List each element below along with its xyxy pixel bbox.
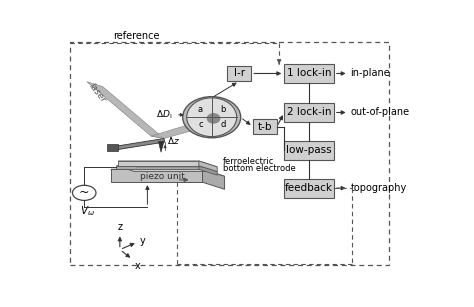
- Text: b: b: [220, 105, 226, 114]
- Polygon shape: [110, 169, 225, 176]
- Bar: [70, 41, 389, 265]
- Polygon shape: [112, 138, 164, 150]
- Polygon shape: [202, 169, 225, 189]
- Text: laser: laser: [88, 82, 108, 105]
- Text: 1 lock-in: 1 lock-in: [287, 68, 331, 79]
- Text: out-of-plane: out-of-plane: [350, 107, 410, 118]
- Text: ferroelectric: ferroelectric: [223, 157, 274, 166]
- Polygon shape: [199, 166, 217, 175]
- Bar: [284, 103, 334, 122]
- Polygon shape: [158, 142, 164, 152]
- Text: topography: topography: [350, 183, 407, 193]
- Text: a: a: [198, 105, 203, 114]
- Text: x: x: [135, 261, 140, 271]
- Text: y: y: [140, 235, 146, 246]
- Ellipse shape: [207, 113, 220, 124]
- Text: z: z: [118, 222, 122, 231]
- Ellipse shape: [182, 97, 241, 138]
- Circle shape: [73, 185, 96, 200]
- Text: l-r: l-r: [234, 68, 245, 79]
- Text: reference: reference: [113, 31, 160, 41]
- Bar: [284, 64, 334, 83]
- Text: $\Delta z$: $\Delta z$: [166, 135, 180, 146]
- Ellipse shape: [187, 98, 237, 137]
- Text: $\Delta D_{\rm l}$: $\Delta D_{\rm l}$: [155, 109, 172, 121]
- Text: $V_{\omega}$: $V_{\omega}$: [81, 205, 95, 219]
- Text: feedback: feedback: [285, 183, 333, 193]
- Text: c: c: [198, 120, 203, 129]
- Text: in-plane: in-plane: [350, 68, 390, 79]
- Bar: [284, 141, 334, 160]
- Text: piezo unit: piezo unit: [140, 172, 184, 181]
- Polygon shape: [87, 82, 164, 138]
- Text: low-pass: low-pass: [286, 145, 332, 155]
- Bar: [284, 179, 334, 198]
- Text: d: d: [220, 120, 226, 129]
- Bar: [253, 119, 277, 134]
- Polygon shape: [110, 169, 202, 182]
- Polygon shape: [151, 123, 206, 138]
- Text: bottom electrode: bottom electrode: [223, 164, 295, 173]
- Text: ~: ~: [79, 186, 90, 199]
- Bar: [107, 144, 118, 151]
- Bar: [228, 66, 251, 81]
- Polygon shape: [118, 161, 199, 166]
- Polygon shape: [118, 161, 217, 167]
- Polygon shape: [199, 161, 217, 172]
- Polygon shape: [116, 166, 199, 169]
- Text: t-b: t-b: [258, 122, 272, 132]
- Text: 2 lock-in: 2 lock-in: [287, 107, 331, 118]
- Polygon shape: [116, 166, 217, 172]
